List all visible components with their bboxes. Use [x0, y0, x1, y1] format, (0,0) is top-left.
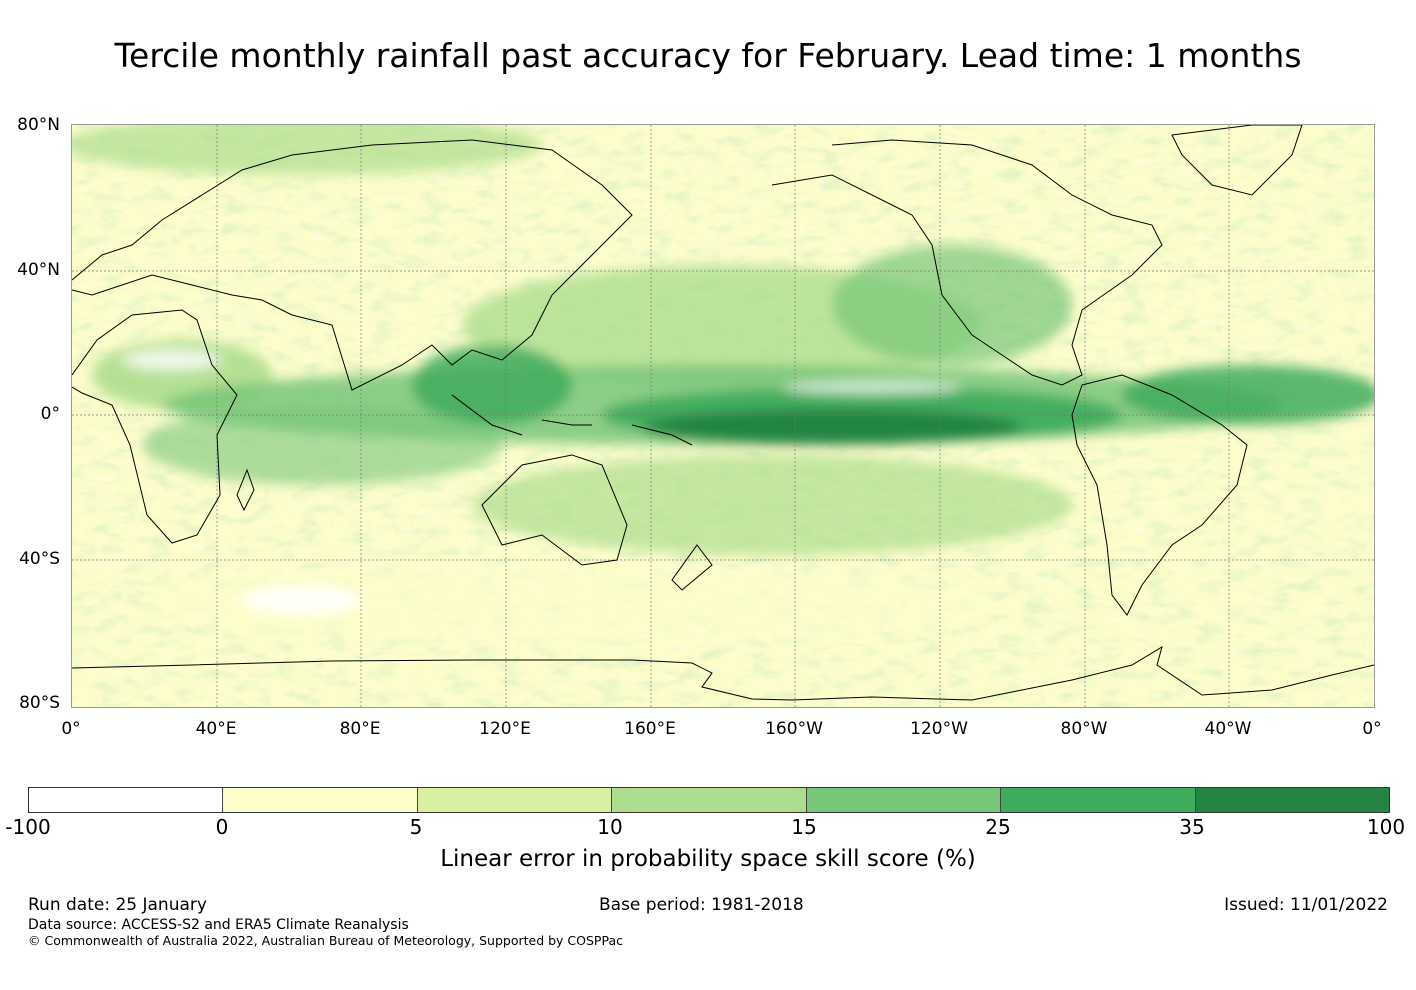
coast-new-zealand: [671, 544, 713, 591]
chart-title: Tercile monthly rainfall past accuracy f…: [114, 36, 1302, 75]
colorbar-segment-1: [29, 788, 224, 812]
colorbar-tick: 35: [1179, 815, 1205, 839]
lon-label-0-right: 0°: [1362, 719, 1382, 739]
colorbar-tick: 0: [215, 815, 229, 839]
graticule: [72, 125, 1374, 707]
colorbar-tick: 15: [791, 815, 817, 839]
colorbar-segment-5: [806, 788, 1002, 812]
lat-label-0: 0°: [40, 404, 60, 424]
lon-label-120w: 120°W: [910, 719, 968, 739]
colorbar-tick: 25: [985, 815, 1011, 839]
issued-date: Issued: 11/01/2022: [1224, 895, 1388, 915]
lon-label-40w: 40°W: [1204, 719, 1252, 739]
colorbar-segment-6: [1001, 788, 1196, 812]
lon-label-160w: 160°W: [765, 719, 823, 739]
lat-label-40n: 40°N: [17, 260, 60, 280]
colorbar-tick: 10: [597, 815, 623, 839]
copyright: © Commonwealth of Australia 2022, Austra…: [28, 933, 623, 948]
coast-south-america: [1071, 374, 1248, 616]
colorbar-segment-4: [612, 788, 807, 812]
data-source: Data source: ACCESS-S2 and ERA5 Climate …: [28, 917, 409, 933]
colorbar-tick: 5: [409, 815, 423, 839]
skill-bands: [72, 125, 1374, 645]
coast-antarctica: [72, 645, 1374, 701]
skill-map-svg: [72, 125, 1374, 707]
colorbar-segment-7: [1195, 788, 1389, 812]
lat-label-80s: 80°S: [19, 693, 60, 713]
coast-australia: [481, 454, 628, 566]
lon-label-160e: 160°E: [624, 719, 676, 739]
coast-greenland: [1171, 125, 1303, 196]
base-period: Base period: 1981-2018: [599, 895, 804, 915]
colorbar-tick: -100: [5, 815, 51, 839]
coast-eurasia: [72, 139, 633, 391]
colorbar-tick: 100: [1366, 815, 1406, 839]
lat-label-80n: 80°N: [17, 115, 60, 135]
coast-madagascar: [236, 468, 255, 512]
colorbar-segment-3: [417, 788, 613, 812]
lon-label-80e: 80°E: [339, 719, 381, 739]
run-date: Run date: 25 January: [28, 895, 207, 915]
lon-label-40e: 40°E: [195, 719, 237, 739]
colorbar-segment-2: [223, 788, 418, 812]
coast-africa: [72, 309, 238, 544]
lon-label-80w: 80°W: [1060, 719, 1108, 739]
coast-indonesia: [451, 394, 693, 446]
colorbar-label: Linear error in probability space skill …: [440, 846, 976, 872]
lon-label-120e: 120°E: [479, 719, 531, 739]
skill-map: [71, 124, 1375, 708]
coast-north-america: [771, 139, 1163, 386]
lon-label-0-left: 0°: [61, 719, 81, 739]
coastlines: [72, 125, 1374, 701]
colorbar: [28, 787, 1390, 813]
lat-label-40s: 40°S: [19, 549, 60, 569]
